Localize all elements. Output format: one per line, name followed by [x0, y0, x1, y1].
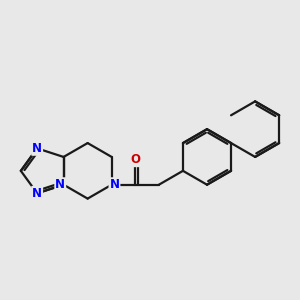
Text: N: N	[32, 142, 42, 155]
Text: N: N	[32, 187, 42, 200]
Text: O: O	[130, 153, 140, 166]
Text: N: N	[55, 178, 65, 191]
Text: N: N	[110, 178, 119, 191]
